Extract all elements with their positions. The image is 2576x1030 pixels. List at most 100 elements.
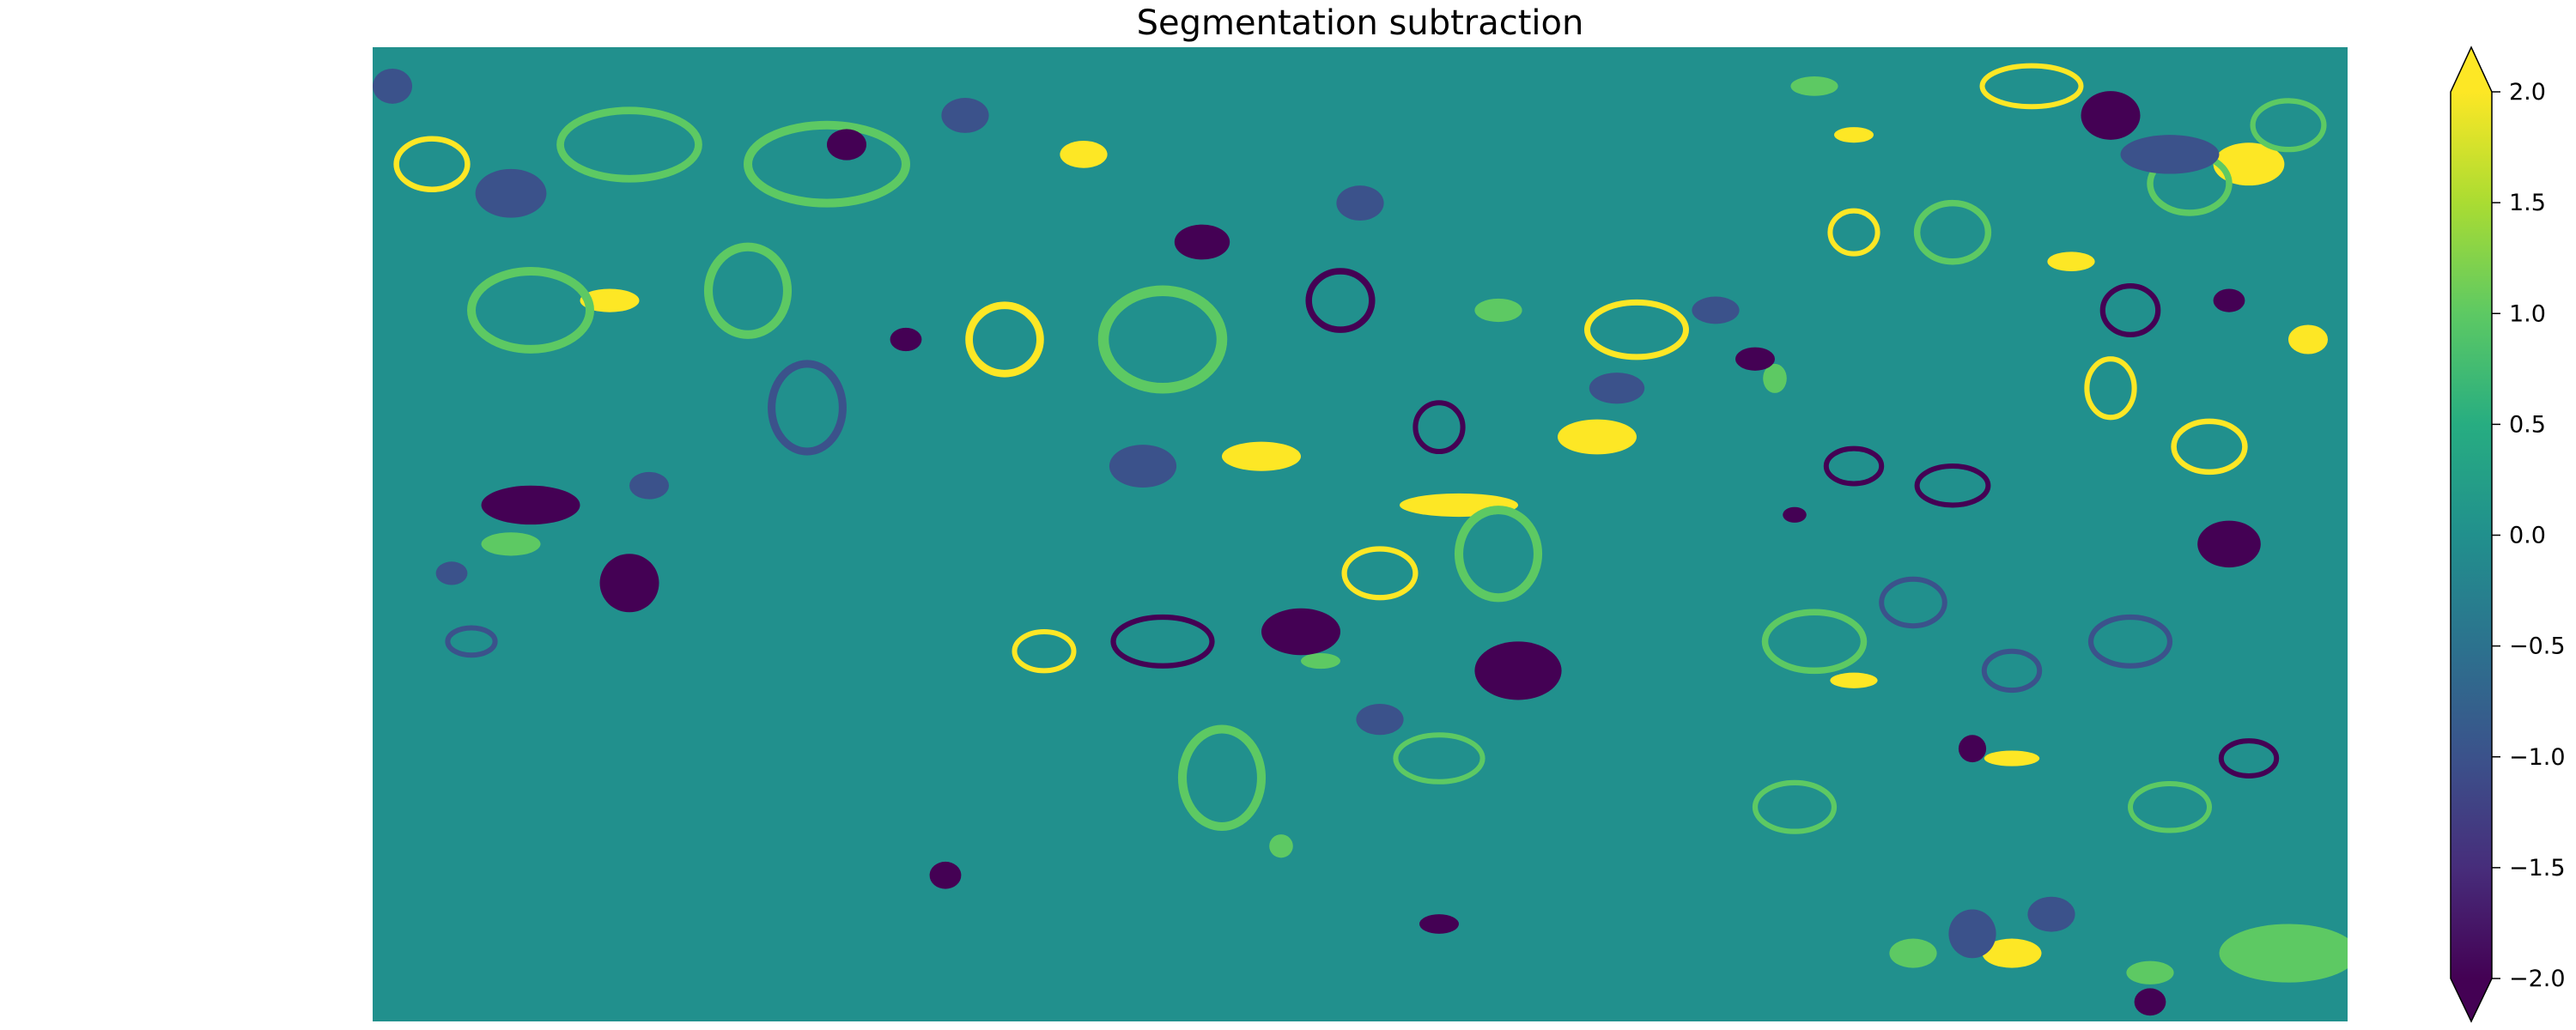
segment-region-17 xyxy=(2084,356,2137,421)
segment-region-64 xyxy=(890,327,922,352)
segment-region-53 xyxy=(629,471,669,500)
segment-region-26 xyxy=(1454,506,1543,603)
segment-region-33 xyxy=(1393,732,1485,785)
segment-region-77 xyxy=(2099,282,2161,337)
colorbar-tick-label: −1.5 xyxy=(2509,855,2566,882)
segment-region-72 xyxy=(2134,988,2166,1016)
colorbar-extend-top xyxy=(2451,47,2492,92)
colorbar-tick-label: 2.0 xyxy=(2509,79,2546,106)
segment-region-22 xyxy=(703,242,793,339)
segment-region-4 xyxy=(2213,142,2285,186)
segment-region-46 xyxy=(2120,135,2220,174)
segment-region-45 xyxy=(1109,445,1177,488)
segment-region-75 xyxy=(1823,445,1885,487)
segment-region-59 xyxy=(1261,608,1340,656)
colorbar-tick-label: 0.5 xyxy=(2509,411,2546,438)
segment-region-14 xyxy=(1584,299,1689,360)
segment-region-8 xyxy=(1984,750,2040,766)
segment-region-24 xyxy=(556,106,702,183)
segment-region-0 xyxy=(1558,419,1637,455)
segment-region-56 xyxy=(941,98,989,133)
segment-region-83 xyxy=(1981,648,2043,694)
segment-region-37 xyxy=(2126,960,2174,985)
segment-region-61 xyxy=(2197,520,2261,568)
segment-region-31 xyxy=(1177,724,1267,832)
segment-region-28 xyxy=(1913,199,1992,265)
segment-region-68 xyxy=(929,861,962,889)
segment-region-3 xyxy=(1834,127,1874,143)
segment-region-67 xyxy=(1783,506,1807,523)
segment-region-71 xyxy=(599,554,659,613)
segment-region-36 xyxy=(2219,924,2348,983)
segment-region-39 xyxy=(1474,298,1522,323)
segment-region-54 xyxy=(435,561,468,585)
segment-region-69 xyxy=(1958,735,1987,763)
segment-region-58 xyxy=(1474,641,1562,700)
colorbar-tick-label: −2.0 xyxy=(2509,966,2566,992)
segment-region-63 xyxy=(1174,224,1230,260)
segment-region-48 xyxy=(1948,909,1996,959)
segment-region-25 xyxy=(1097,285,1228,394)
segment-region-10 xyxy=(2288,324,2328,354)
segment-region-16 xyxy=(965,301,1044,378)
segment-region-82 xyxy=(1879,576,1947,629)
segment-region-6 xyxy=(1982,938,2042,968)
segment-region-38 xyxy=(1790,76,1838,96)
segment-region-76 xyxy=(1914,464,1991,508)
segment-region-11 xyxy=(1060,140,1108,168)
segment-region-70 xyxy=(1419,914,1459,934)
segment-region-40 xyxy=(1763,363,1787,393)
segment-region-47 xyxy=(1336,185,1384,221)
segment-region-44 xyxy=(475,168,547,218)
segment-regions xyxy=(373,63,2348,1016)
segment-region-65 xyxy=(1735,347,1775,371)
colorbar-ticks: 2.0 1.5 1.0 0.5 0.0 −0.5 −1.0 −1.5 −2.0 xyxy=(2492,79,2566,992)
segment-region-19 xyxy=(1341,546,1419,601)
segment-region-84 xyxy=(445,625,498,658)
segment-region-52 xyxy=(1692,296,1740,324)
chart-title: Segmentation subtraction xyxy=(1136,3,1584,43)
segment-region-43 xyxy=(1889,938,1937,968)
colorbar-tick-label: 1.5 xyxy=(2509,190,2546,216)
colorbar-tick-label: −1.0 xyxy=(2509,744,2566,771)
segment-region-55 xyxy=(373,68,412,104)
segment-region-81 xyxy=(2087,614,2173,669)
segment-region-30 xyxy=(2250,98,2327,153)
segment-region-34 xyxy=(2128,781,2212,833)
segment-region-18 xyxy=(1827,208,1880,257)
segment-region-9 xyxy=(1222,441,1301,471)
segment-region-74 xyxy=(1110,614,1215,669)
colorbar-tick-label: −0.5 xyxy=(2509,633,2566,660)
segment-region-2 xyxy=(2047,251,2095,272)
segment-region-50 xyxy=(1356,703,1404,736)
segment-region-5 xyxy=(580,288,640,312)
segment-region-41 xyxy=(1269,834,1293,858)
segment-region-60 xyxy=(2081,91,2141,140)
colorbar-tick-label: 0.0 xyxy=(2509,523,2546,549)
segment-region-49 xyxy=(2027,896,2075,932)
segment-region-62 xyxy=(827,129,866,161)
segment-region-32 xyxy=(1752,779,1838,834)
colorbar-gradient xyxy=(2451,92,2492,978)
colorbar: 2.0 1.5 1.0 0.5 0.0 −0.5 −1.0 −1.5 −2.0 xyxy=(2450,45,2566,1023)
segment-region-80 xyxy=(768,360,847,456)
segment-region-57 xyxy=(481,485,580,525)
segment-region-51 xyxy=(1589,373,1645,404)
colorbar-extend-bottom xyxy=(2451,978,2492,1021)
segment-region-79 xyxy=(1413,400,1466,455)
segment-region-78 xyxy=(2218,738,2280,779)
colorbar-tick-label: 1.0 xyxy=(2509,300,2546,327)
segment-region-12 xyxy=(393,136,471,192)
segment-region-13 xyxy=(1979,63,2084,110)
segment-region-23 xyxy=(744,120,910,208)
segment-region-21 xyxy=(467,267,594,354)
segment-region-7 xyxy=(1830,672,1878,688)
segment-region-20 xyxy=(1012,629,1077,674)
segment-region-35 xyxy=(481,532,541,556)
segment-region-27 xyxy=(1761,609,1868,675)
segment-region-15 xyxy=(2171,418,2248,476)
segment-region-73 xyxy=(1305,268,1376,333)
segment-region-42 xyxy=(1301,652,1340,670)
segment-region-66 xyxy=(2213,288,2245,312)
